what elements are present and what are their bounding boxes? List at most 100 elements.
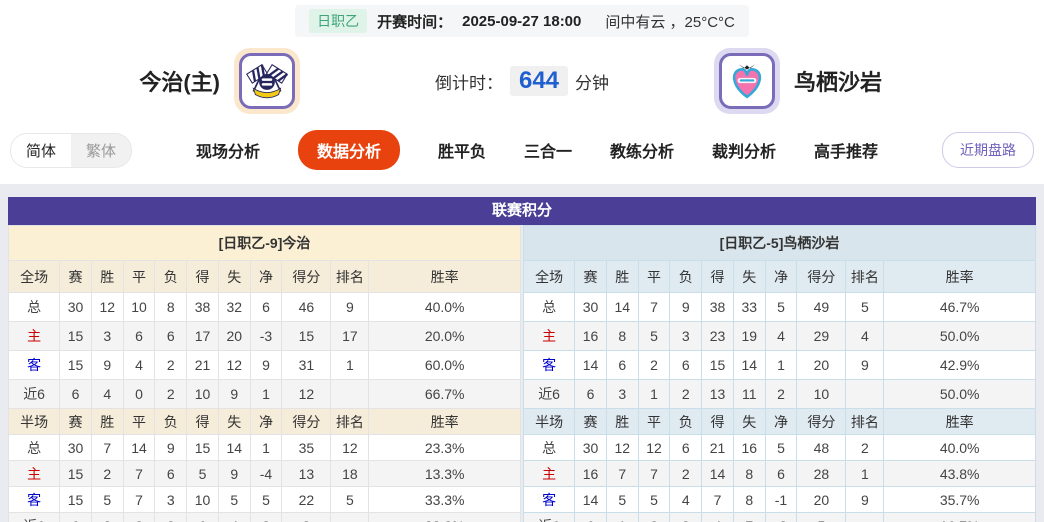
stats-row: 客 15 5 7 3 10 5 5 22 5 33.3% [7, 486, 521, 513]
stat-cell: 7 [637, 460, 671, 487]
stat-cell: 0 [122, 379, 156, 409]
stat-cell: 5 [186, 460, 219, 487]
kickoff-label: 开赛时间： [377, 13, 453, 31]
stat-cell: 6 [669, 434, 703, 461]
stat-cell: 15 [59, 460, 92, 487]
tab-live-analysis[interactable]: 现场分析 [195, 144, 260, 161]
tab-data-analysis[interactable]: 数据分析 [297, 130, 400, 170]
stat-cell: 4 [90, 379, 124, 409]
column-header: 平 [637, 260, 671, 293]
column-header: 净 [764, 408, 798, 435]
column-header: 半场 [522, 408, 576, 435]
stat-cell: 8 [605, 321, 639, 351]
column-header: 得 [186, 408, 219, 435]
stat-cell: 7 [122, 460, 156, 487]
stat-cell: 9 [90, 350, 124, 380]
stat-cell: 5 [637, 321, 671, 351]
column-header: 胜率 [883, 408, 1036, 435]
stat-cell: 6 [154, 321, 188, 351]
column-header: 胜率 [368, 408, 521, 435]
stat-cell: 4 [701, 512, 734, 522]
stat-cell: 33.3% [368, 486, 521, 513]
stat-cell: 23.3% [368, 434, 521, 461]
stat-cell: -1 [764, 486, 798, 513]
column-header: 胜 [605, 260, 639, 293]
stat-cell: 30 [59, 292, 92, 322]
column-header: 失 [217, 260, 251, 293]
row-label: 总 [522, 292, 576, 322]
row-label: 客 [7, 486, 61, 513]
row-label: 近6 [7, 512, 61, 522]
column-header: 赛 [59, 408, 92, 435]
match-info-bar: 日职乙 开赛时间： 2025-09-27 18:00 间中有云 ，25°C°C [295, 5, 749, 37]
column-header: 平 [122, 260, 156, 293]
league-table-title: 联赛积分 [8, 197, 1036, 225]
stat-cell: 15 [59, 350, 92, 380]
column-header: 净 [764, 260, 798, 293]
stat-cell: 9 [154, 434, 188, 461]
stat-cell: 6 [59, 512, 92, 522]
tab-win-draw-lose[interactable]: 胜平负 [437, 144, 486, 161]
column-header-row: 全场赛胜平负得失净得分 排名 胜率 [522, 260, 1036, 293]
stat-cell: 8 [154, 292, 188, 322]
row-label: 客 [522, 350, 576, 380]
stat-cell: 6 [574, 379, 607, 409]
column-header-row: 半场赛胜平负得失净得分 排名 胜率 [7, 408, 521, 435]
stat-cell: 14 [122, 434, 156, 461]
row-label: 主 [7, 321, 61, 351]
column-header: 排名 [330, 408, 370, 435]
tab-coach-analysis[interactable]: 教练分析 [610, 144, 675, 161]
column-header: 赛 [574, 408, 607, 435]
away-team: 鸟栖沙岩 [714, 48, 882, 114]
stat-cell: 1 [249, 434, 283, 461]
stat-cell: 6 [59, 379, 92, 409]
stat-cell: 6 [186, 512, 219, 522]
column-header: 失 [732, 408, 766, 435]
stat-cell: 15 [281, 321, 332, 351]
stat-cell: 6 [249, 292, 283, 322]
row-label: 客 [7, 350, 61, 380]
column-header: 负 [154, 408, 188, 435]
lang-simplified[interactable]: 简体 [11, 133, 72, 167]
column-header: 全场 [7, 260, 61, 293]
league-badge[interactable]: 日职乙 [309, 9, 368, 33]
tab-expert-picks[interactable]: 高手推荐 [814, 144, 879, 161]
stat-cell: 9 [217, 379, 251, 409]
stat-cell: 14 [574, 350, 607, 380]
stat-cell: 2 [845, 434, 885, 461]
stat-cell [845, 379, 885, 409]
stat-cell: 49 [796, 292, 847, 322]
stat-cell: 4 [845, 321, 885, 351]
row-label: 近6 [7, 379, 61, 409]
stat-cell: 6 [764, 460, 798, 487]
stat-cell: 21 [186, 350, 219, 380]
table-halves: [日职乙-9]今治 全场赛胜平负得失净得分 排名 胜率 总 30 12 10 8 38 32 6 4… [7, 225, 1036, 522]
lang-traditional[interactable]: 繁体 [86, 142, 117, 160]
stat-cell: 12 [637, 434, 671, 461]
stat-cell: 66.7% [368, 379, 521, 409]
stat-cell: 15 [701, 350, 734, 380]
tab-three-in-one[interactable]: 三合一 [524, 144, 573, 161]
home-halftime-rows: 总 30 7 14 9 15 14 1 35 12 23.3% 主 15 2 7 6 5 9 -4 13 18 13.3%… [7, 434, 521, 522]
row-label: 主 [7, 460, 61, 487]
stat-cell: 3 [669, 512, 703, 522]
home-team-name: 今治(主) [139, 70, 220, 95]
tab-referee-analysis[interactable]: 裁判分析 [712, 144, 777, 161]
weather-text: 间中有云 ，25°C°C [605, 13, 735, 31]
countdown-label: 倒计时： [434, 73, 503, 93]
stat-cell: 7 [701, 486, 734, 513]
stats-row: 总 30 12 10 8 38 32 6 46 9 40.0% [7, 292, 521, 322]
stat-cell: 30 [59, 434, 92, 461]
stat-cell: 9 [249, 350, 283, 380]
home-table-header-row: [日职乙-9]今治 [8, 225, 521, 261]
stat-cell: 5 [796, 512, 847, 522]
stat-cell: 9 [669, 292, 703, 322]
stat-cell: 2 [90, 460, 124, 487]
stat-cell: 33.3% [368, 512, 521, 522]
column-header: 全场 [522, 260, 576, 293]
stat-cell: 16 [574, 460, 607, 487]
stat-cell: 7 [122, 486, 156, 513]
stat-cell: 35.7% [883, 486, 1036, 513]
stats-row: 主 15 3 6 6 17 20 -3 15 17 20.0% [7, 321, 521, 351]
recent-trend-button[interactable]: 近期盘路 [942, 132, 1034, 168]
